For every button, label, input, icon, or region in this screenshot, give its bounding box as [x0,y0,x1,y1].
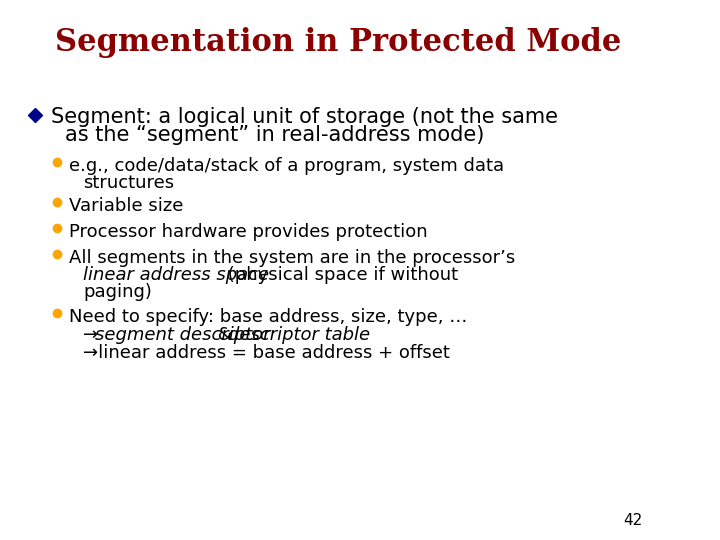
Text: Segmentation in Protected Mode: Segmentation in Protected Mode [55,26,622,57]
Text: segment descriptor: segment descriptor [95,326,271,344]
Text: descriptor table: descriptor table [228,326,370,344]
Text: Variable size: Variable size [69,197,184,215]
Text: All segments in the system are in the processor’s: All segments in the system are in the pr… [69,249,516,267]
Text: linear address space: linear address space [83,266,269,284]
Text: &: & [212,326,237,344]
Text: structures: structures [83,174,174,192]
Text: →linear address = base address + offset: →linear address = base address + offset [83,344,450,362]
Text: 42: 42 [623,513,642,528]
Text: Segment: a logical unit of storage (not the same: Segment: a logical unit of storage (not … [51,107,558,127]
Text: (physical space if without: (physical space if without [222,266,458,284]
Text: e.g., code/data/stack of a program, system data: e.g., code/data/stack of a program, syst… [69,157,505,175]
Text: →: → [83,326,104,344]
Text: Processor hardware provides protection: Processor hardware provides protection [69,223,428,241]
Text: as the “segment” in real-address mode): as the “segment” in real-address mode) [65,125,484,145]
Text: Need to specify: base address, size, type, …: Need to specify: base address, size, typ… [69,308,468,326]
Text: paging): paging) [83,283,152,301]
